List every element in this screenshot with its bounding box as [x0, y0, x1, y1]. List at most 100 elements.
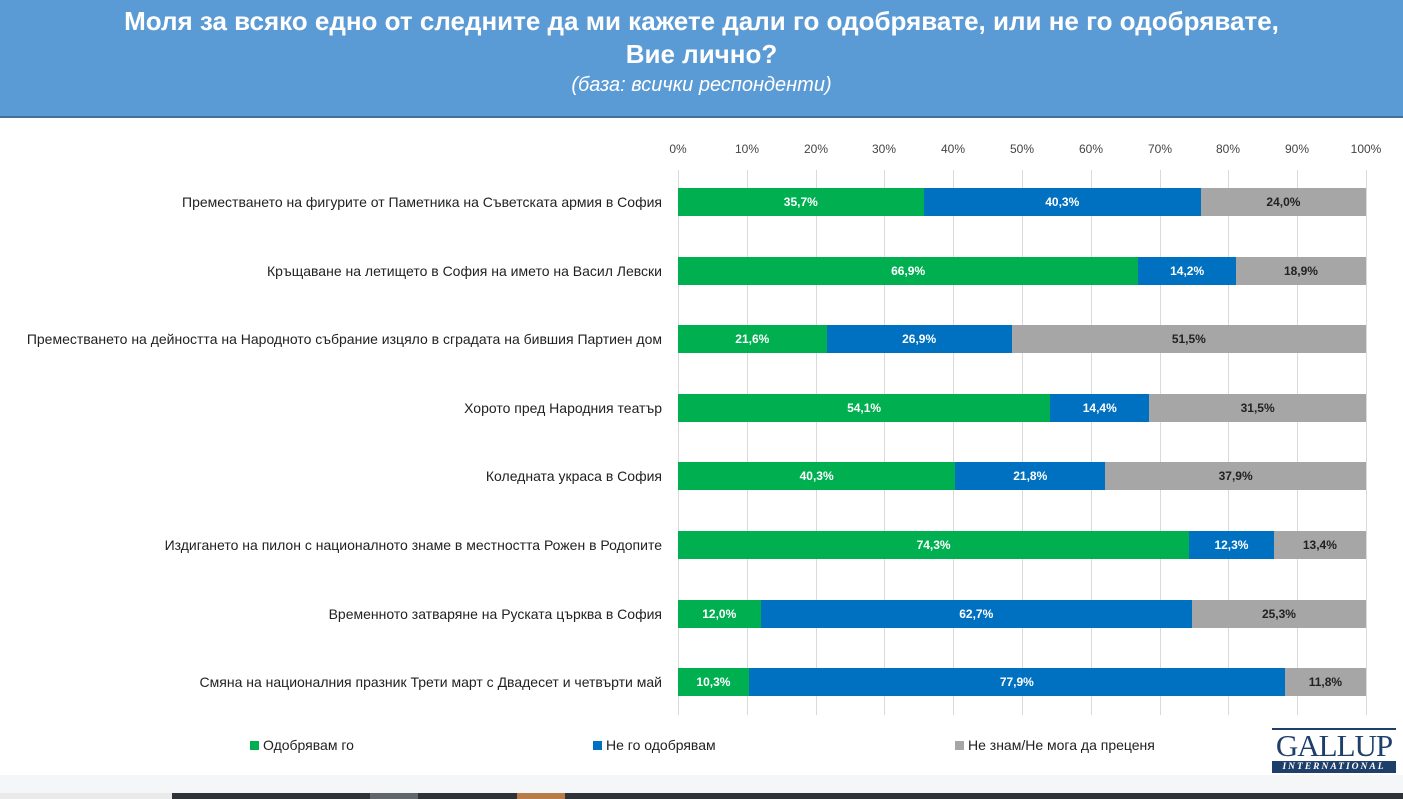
category-label: Преместването на дейността на Народното …	[26, 331, 662, 347]
data-label: 14,2%	[1170, 263, 1205, 278]
data-label: 77,9%	[999, 675, 1034, 690]
gridline	[1228, 170, 1229, 715]
x-tick-label: 10%	[734, 142, 760, 156]
data-label: 51,5%	[1171, 332, 1206, 347]
category-label: Издигането на пилон с националното знаме…	[164, 537, 662, 553]
chart-subtitle: (база: всички респонденти)	[571, 74, 832, 96]
data-label: 18,9%	[1283, 263, 1318, 278]
bar-segment: 31,5%	[1149, 393, 1366, 422]
legend-label: Не го одобрявам	[606, 737, 716, 753]
legend-swatch	[250, 740, 259, 750]
data-label: 31,5%	[1240, 400, 1275, 415]
category-label: Коледната украса в София	[485, 468, 662, 484]
bar-segment: 77,9%	[748, 668, 1285, 697]
bar-segment: 14,4%	[1050, 393, 1150, 422]
bar-segment: 62,7%	[760, 599, 1192, 628]
bar-segment: 13,4%	[1273, 531, 1366, 559]
category-label: Временното затваряне на Руската църква в…	[328, 606, 662, 622]
data-label: 25,3%	[1261, 606, 1296, 621]
gridline	[1297, 170, 1298, 715]
bar-segment: 11,8%	[1284, 668, 1366, 697]
data-label: 37,9%	[1218, 469, 1253, 484]
x-tick-label: 90%	[1284, 142, 1310, 156]
logo-rule	[1272, 728, 1396, 730]
chart-header: Моля за всяко едно от следните да ми каж…	[0, 0, 1403, 118]
category-label: Хорото пред Народния театър	[464, 400, 662, 416]
data-label: 74,3%	[916, 538, 951, 552]
bar-segment: 10,3%	[678, 668, 749, 697]
bar-segment: 35,7%	[678, 188, 924, 216]
taskbar-segment	[517, 793, 565, 799]
gridline	[678, 170, 679, 715]
gridline	[747, 170, 748, 715]
legend-swatch	[955, 740, 964, 750]
bar-segment: 25,3%	[1191, 599, 1366, 628]
taskbar-segment	[370, 793, 418, 799]
gridline	[1022, 170, 1023, 715]
data-label: 62,7%	[959, 606, 994, 621]
bar-segment: 24,0%	[1200, 188, 1366, 216]
bar-segment: 18,9%	[1235, 256, 1366, 285]
bar-segment: 66,9%	[678, 256, 1139, 285]
data-label: 11,8%	[1308, 675, 1343, 690]
x-tick-label: 50%	[1009, 142, 1035, 156]
data-label: 12,0%	[702, 606, 737, 621]
data-label: 66,9%	[891, 263, 926, 278]
x-tick-label: 60%	[1078, 142, 1104, 156]
bar-segment: 51,5%	[1011, 325, 1366, 354]
legend-label: Не знам/Не мога да преценя	[968, 737, 1155, 753]
data-label: 14,4%	[1082, 400, 1117, 415]
bar-segment: 14,2%	[1138, 256, 1236, 285]
logo-international-text: INTERNATIONAL	[1272, 761, 1396, 773]
gridline	[953, 170, 954, 715]
x-tick-label: 70%	[1147, 142, 1173, 156]
bar-segment: 74,3%	[678, 531, 1190, 559]
gallup-international-logo: GALLUP INTERNATIONAL	[1272, 728, 1396, 773]
bar-segment: 21,8%	[955, 462, 1106, 491]
gridline	[816, 170, 817, 715]
footer-strip	[0, 775, 1403, 793]
data-label: 21,6%	[735, 332, 770, 347]
data-label: 26,9%	[902, 332, 937, 347]
taskbar	[0, 793, 1403, 799]
data-label: 54,1%	[847, 400, 882, 415]
bar-segment: 54,1%	[678, 393, 1051, 422]
chart-title-line: Вие лично?	[625, 39, 778, 69]
x-tick-label: 40%	[940, 142, 966, 156]
data-label: 10,3%	[696, 675, 731, 690]
data-label: 40,3%	[1045, 195, 1080, 209]
x-tick-label: 0%	[669, 142, 687, 156]
x-tick-label: 30%	[871, 142, 897, 156]
legend-item: Не го одобрявам	[593, 737, 716, 753]
bar-segment: 37,9%	[1105, 462, 1366, 491]
bar-segment: 21,6%	[678, 325, 827, 354]
legend-swatch	[593, 740, 602, 750]
gridline	[884, 170, 885, 715]
data-label: 21,8%	[1013, 469, 1048, 484]
gridline	[1160, 170, 1161, 715]
gridline	[1366, 170, 1367, 715]
data-label: 40,3%	[799, 469, 834, 484]
bar-segment: 26,9%	[826, 325, 1012, 354]
x-tick-label: 20%	[803, 142, 829, 156]
x-tick-label: 100%	[1350, 142, 1382, 156]
chart-title: Моля за всяко едно от следните да ми каж…	[0, 0, 1403, 71]
chart-title-line: Моля за всяко едно от следните да ми каж…	[124, 6, 1279, 36]
bar-segment: 40,3%	[678, 462, 956, 491]
data-label: 12,3%	[1214, 538, 1249, 552]
data-label: 13,4%	[1302, 538, 1337, 552]
category-label: Смяна на националния празник Трети март …	[199, 674, 662, 690]
legend-label: Одобрявам го	[263, 737, 354, 753]
legend-item: Не знам/Не мога да преценя	[955, 737, 1155, 753]
legend-item: Одобрявам го	[250, 737, 354, 753]
bar-segment: 12,3%	[1189, 531, 1274, 559]
x-tick-label: 80%	[1215, 142, 1241, 156]
category-label: Преместването на фигурите от Паметника н…	[182, 194, 662, 210]
logo-gallup-text: GALLUP	[1275, 728, 1393, 763]
data-label: 24,0%	[1266, 195, 1301, 209]
chart-legend: Одобрявам го Не го одобрявам Не знам/Не мо…	[0, 737, 1240, 757]
taskbar-segment	[0, 793, 172, 799]
stacked-bar-chart	[0, 120, 1403, 760]
bar-segment: 40,3%	[923, 188, 1201, 216]
data-label: 35,7%	[783, 195, 818, 209]
